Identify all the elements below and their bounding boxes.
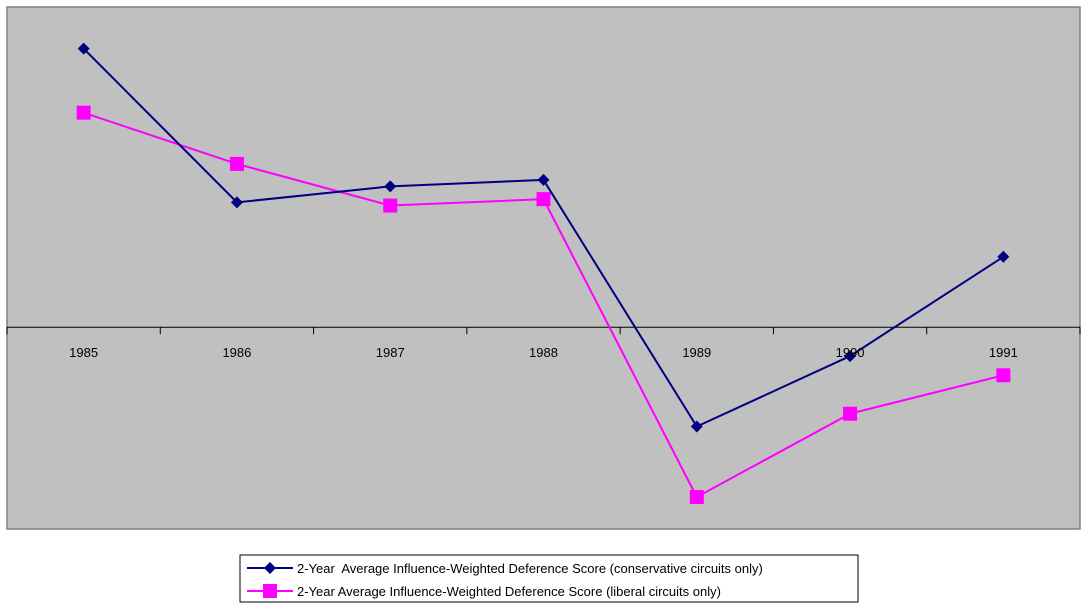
data-point <box>689 489 704 504</box>
data-point <box>843 406 858 421</box>
data-point <box>230 196 243 209</box>
data-point <box>997 250 1010 263</box>
x-tick-label: 1991 <box>989 345 1018 360</box>
x-tick-labels: 1985 1986 1987 1988 1989 1990 1991 <box>69 345 1018 360</box>
data-point <box>383 198 398 213</box>
data-point <box>229 156 244 171</box>
legend-item: 2-Year Average Influence-Weighted Defere… <box>247 561 763 576</box>
legend-label: 2-Year Average Influence-Weighted Defere… <box>297 584 721 599</box>
x-axis <box>6 326 1081 335</box>
data-point <box>536 192 551 207</box>
data-point <box>77 42 90 55</box>
x-tick-label: 1985 <box>69 345 98 360</box>
legend-swatch-marker <box>264 562 276 574</box>
series-liberal <box>76 105 1011 504</box>
data-point <box>690 420 703 433</box>
x-tick-label: 1988 <box>529 345 558 360</box>
x-tick-label: 1990 <box>836 345 865 360</box>
legend: 2-Year Average Influence-Weighted Defere… <box>239 554 859 603</box>
data-point <box>537 173 550 186</box>
data-point <box>844 350 857 363</box>
legend-box <box>239 554 859 603</box>
series-conservative <box>77 42 1010 433</box>
x-tick-label: 1989 <box>682 345 711 360</box>
data-point <box>996 368 1011 383</box>
legend-item: 2-Year Average Influence-Weighted Defere… <box>247 584 721 599</box>
legend-swatch-marker <box>263 584 277 598</box>
series-layer <box>76 42 1011 504</box>
x-tick-label: 1986 <box>222 345 251 360</box>
plot-area <box>6 6 1081 530</box>
data-point <box>384 180 397 193</box>
x-tick-label: 1987 <box>376 345 405 360</box>
legend-label: 2-Year Average Influence-Weighted Defere… <box>297 561 763 576</box>
data-point <box>76 105 91 120</box>
